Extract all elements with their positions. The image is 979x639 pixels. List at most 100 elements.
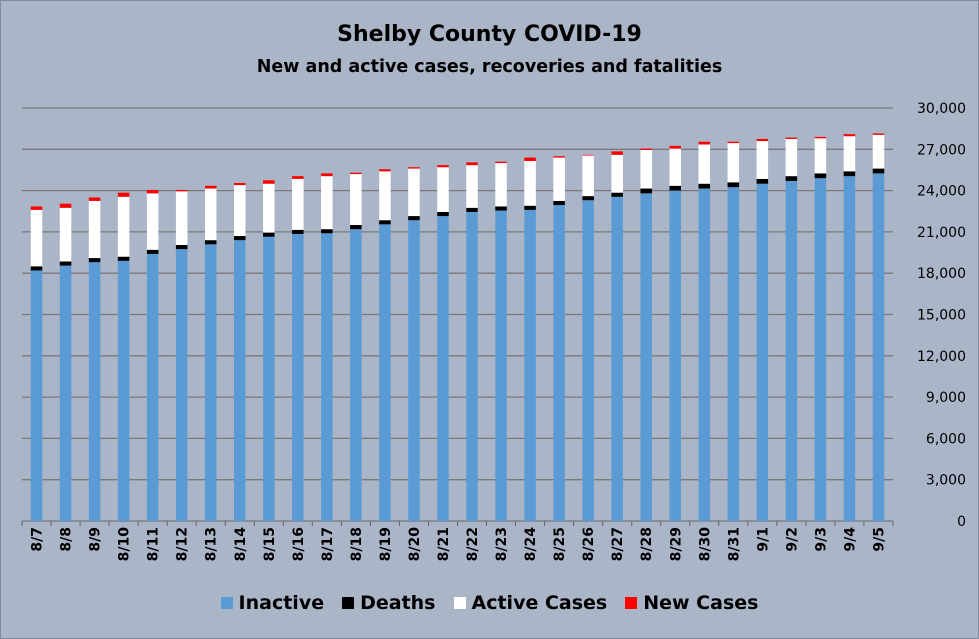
bar-segment-active-cases — [640, 149, 652, 189]
x-tick-label: 9/3 — [813, 527, 829, 552]
legend-swatch — [220, 597, 233, 609]
bar-segment-active-cases — [379, 171, 391, 221]
bar-segment-new-cases — [146, 189, 159, 194]
y-tick-label: 27,000 — [917, 142, 966, 158]
bar-segment-active-cases — [814, 138, 827, 174]
bar-segment-new-cases — [292, 176, 304, 179]
bar-segment-new-cases — [698, 141, 711, 145]
y-tick-label: 9,000 — [926, 390, 966, 406]
bar-segment-active-cases — [872, 134, 885, 169]
bar-segment-deaths — [698, 183, 711, 189]
x-tick-label: 8/9 — [88, 527, 104, 552]
bar-segment-new-cases — [640, 148, 652, 150]
chart-subtitle: New and active cases, recoveries and fat… — [256, 57, 723, 77]
x-tick-label: 9/5 — [871, 527, 887, 552]
x-tick-label: 8/27 — [610, 527, 626, 561]
bar-segment-new-cases — [437, 165, 449, 168]
bar-segment-new-cases — [321, 173, 333, 177]
bar-segment-inactive — [146, 253, 159, 521]
bar-segment-deaths — [379, 220, 391, 225]
bar-segment-inactive — [553, 205, 565, 521]
legend-label: New Cases — [643, 592, 759, 614]
bar-segment-inactive — [408, 220, 420, 521]
chart-title: Shelby County COVID-19 — [337, 22, 642, 47]
bar-segment-deaths — [669, 185, 681, 191]
bar-segment-deaths — [234, 236, 246, 241]
bar-segment-active-cases — [234, 185, 246, 237]
bar-segment-inactive — [785, 180, 798, 522]
bar-segment-deaths — [263, 232, 275, 237]
x-tick-label: 8/18 — [349, 527, 365, 561]
bar-segment-active-cases — [524, 161, 536, 206]
bar-segment-inactive — [292, 233, 304, 521]
y-tick-label: 0 — [957, 514, 966, 530]
bar-segment-new-cases — [234, 183, 246, 186]
bar-segment-inactive — [88, 262, 101, 521]
bar-segment-inactive — [466, 211, 478, 521]
bar-segment-inactive — [59, 265, 72, 521]
x-tick-label: 8/17 — [320, 527, 336, 561]
x-tick-label: 8/11 — [146, 527, 162, 561]
y-tick-label: 12,000 — [917, 349, 966, 365]
x-tick-label: 8/30 — [697, 527, 713, 562]
bar-segment-deaths — [872, 168, 885, 174]
bar-segment-deaths — [408, 216, 420, 221]
bar-segment-deaths — [437, 211, 449, 217]
x-tick-label: 8/25 — [552, 527, 568, 561]
bar-segment-active-cases — [611, 154, 623, 193]
bar-segment-inactive — [321, 233, 333, 521]
bar-segment-active-cases — [204, 188, 217, 241]
x-tick-label: 8/16 — [291, 527, 307, 561]
legend-swatch — [342, 597, 355, 609]
bar-segment-active-cases — [146, 193, 159, 250]
bar-segment-deaths — [553, 200, 565, 206]
bar-segment-new-cases — [350, 172, 362, 175]
bar-segment-active-cases — [175, 191, 188, 245]
legend-item: Deaths — [342, 592, 436, 614]
x-tick-label: 9/1 — [755, 527, 771, 552]
bar-segment-new-cases — [466, 162, 478, 166]
bar-segment-active-cases — [843, 136, 856, 172]
x-tick-label: 8/20 — [407, 527, 423, 562]
bar-segment-deaths — [611, 192, 623, 197]
bar-segment-inactive — [263, 236, 275, 522]
legend-label: Active Cases — [471, 592, 608, 614]
bar-segment-inactive — [524, 209, 536, 521]
bar-segment-active-cases — [553, 157, 565, 201]
y-tick-label: 21,000 — [917, 225, 966, 241]
bar-segment-new-cases — [88, 197, 101, 201]
bar-segment-new-cases — [408, 167, 420, 169]
bar-segment-new-cases — [727, 141, 740, 144]
x-tick-label: 8/24 — [523, 527, 539, 562]
bar-segment-inactive — [698, 188, 711, 521]
bar-segment-deaths — [88, 258, 101, 263]
bar-segment-active-cases — [669, 148, 681, 186]
bar-segment-new-cases — [59, 203, 72, 208]
bar-segment-inactive — [495, 210, 507, 522]
y-tick-label: 30,000 — [917, 101, 966, 117]
bar-segment-new-cases — [611, 151, 623, 155]
bar-segment-inactive — [117, 260, 130, 521]
bar-segment-inactive — [814, 178, 827, 521]
bar-segment-active-cases — [466, 165, 478, 208]
bar-segment-inactive — [30, 270, 43, 521]
bar-segment-inactive — [582, 200, 594, 521]
bar-segment-inactive — [350, 229, 362, 521]
bar-segment-active-cases — [292, 178, 304, 230]
bar-segment-deaths — [117, 256, 130, 261]
bar-segment-new-cases — [553, 156, 565, 158]
bar-segment-active-cases — [30, 209, 43, 267]
bar-segment-deaths — [175, 244, 188, 250]
x-tick-label: 8/15 — [262, 527, 278, 561]
x-tick-label: 8/19 — [378, 527, 394, 561]
legend-label: Deaths — [360, 592, 436, 614]
bar-segment-new-cases — [785, 137, 798, 139]
bar-segment-new-cases — [117, 192, 130, 197]
bar-segment-inactive — [437, 216, 449, 521]
bar-segment-deaths — [524, 205, 536, 210]
legend-swatch — [453, 597, 466, 609]
x-tick-label: 9/4 — [842, 527, 858, 552]
bar-segment-deaths — [640, 188, 652, 194]
x-tick-label: 8/7 — [30, 527, 46, 552]
